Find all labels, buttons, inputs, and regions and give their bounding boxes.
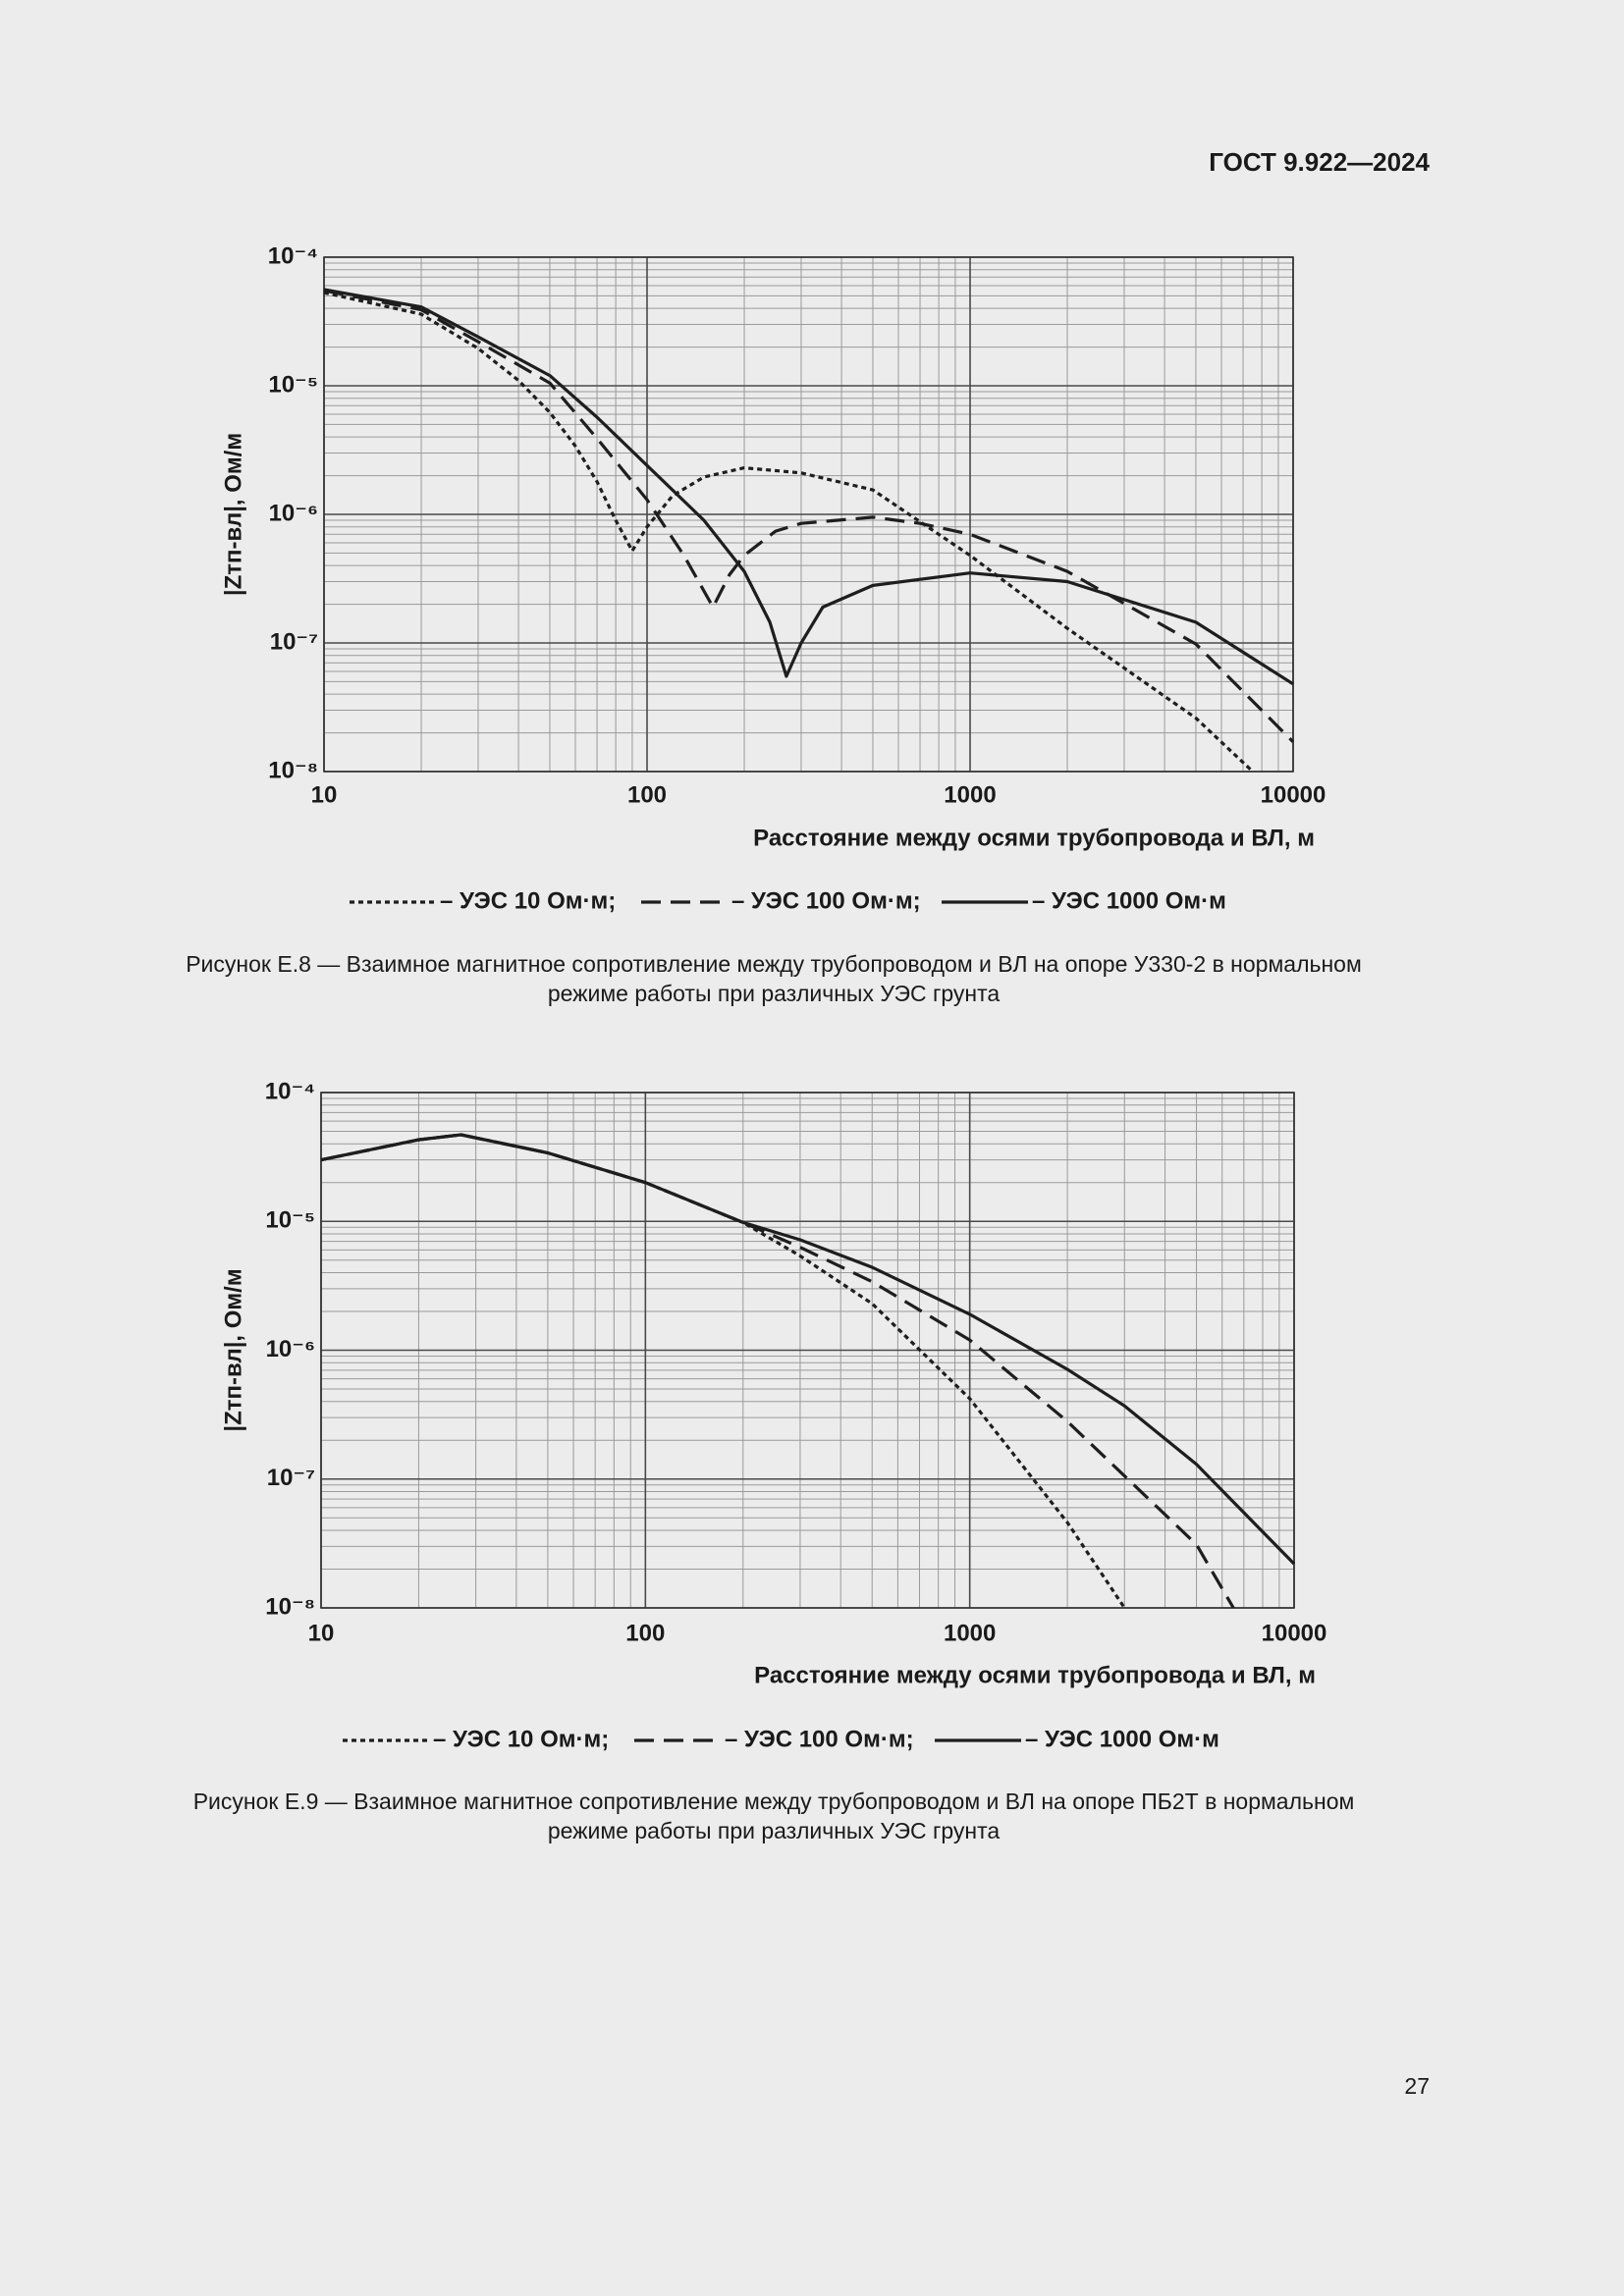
- y-tick-label: 10⁻⁶: [269, 500, 318, 526]
- y-tick-label: 10⁻⁵: [268, 371, 318, 398]
- figure-caption: Рисунок Е.8 — Взаимное магнитное сопроти…: [186, 951, 1362, 977]
- x-tick-label: 10: [308, 1620, 335, 1646]
- series-line: [320, 1133, 1296, 1566]
- legend-label: – УЭС 10 Ом·м;: [433, 1726, 609, 1752]
- y-tick-label: 10⁻⁶: [266, 1336, 315, 1362]
- series-line: [323, 289, 1295, 743]
- y-axis-label: |Zтп-вл|, Ом/м: [220, 1268, 246, 1431]
- legend-label: – УЭС 100 Ом·м;: [725, 1726, 914, 1752]
- x-tick-label: 10: [311, 781, 338, 808]
- x-tick-label: 10000: [1261, 781, 1326, 808]
- y-tick-label: 10⁻⁴: [268, 242, 318, 269]
- legend-label: – УЭС 1000 Ом·м: [1025, 1726, 1219, 1752]
- y-axis-label: |Zтп-вл|, Ом/м: [220, 433, 246, 596]
- plot-frame: [320, 1092, 1295, 1609]
- figure-caption: режиме работы при различных УЭС грунта: [548, 981, 1001, 1006]
- y-tick-label: 10⁻⁷: [270, 628, 318, 655]
- x-tick-label: 10000: [1262, 1620, 1327, 1646]
- figure-caption: режиме работы при различных УЭС грунта: [548, 1818, 1001, 1843]
- page-number: 27: [1404, 2073, 1430, 2099]
- legend-label: – УЭС 100 Ом·м;: [731, 887, 921, 914]
- x-tick-label: 1000: [944, 781, 996, 808]
- y-tick-label: 10⁻⁸: [268, 757, 318, 783]
- y-tick-label: 10⁻⁵: [265, 1207, 315, 1234]
- x-tick-label: 1000: [944, 1620, 996, 1646]
- figure-caption: Рисунок Е.9 — Взаимное магнитное сопроти…: [193, 1789, 1355, 1814]
- series-line: [323, 291, 1254, 774]
- legend-label: – УЭС 1000 Ом·м: [1032, 887, 1226, 914]
- legend-label: – УЭС 10 Ом·м;: [440, 887, 616, 914]
- y-tick-label: 10⁻⁴: [265, 1078, 315, 1104]
- y-tick-label: 10⁻⁸: [265, 1593, 315, 1620]
- plot-frame: [323, 256, 1294, 773]
- x-axis-label: Расстояние между осями трубопровода и ВЛ…: [754, 1662, 1316, 1688]
- x-tick-label: 100: [625, 1620, 665, 1646]
- header-title: ГОСТ 9.922—2024: [1209, 147, 1430, 177]
- y-tick-label: 10⁻⁷: [267, 1465, 315, 1491]
- x-tick-label: 100: [627, 781, 667, 808]
- series-line: [323, 288, 1294, 686]
- x-axis-label: Расстояние между осями трубопровода и ВЛ…: [753, 825, 1315, 851]
